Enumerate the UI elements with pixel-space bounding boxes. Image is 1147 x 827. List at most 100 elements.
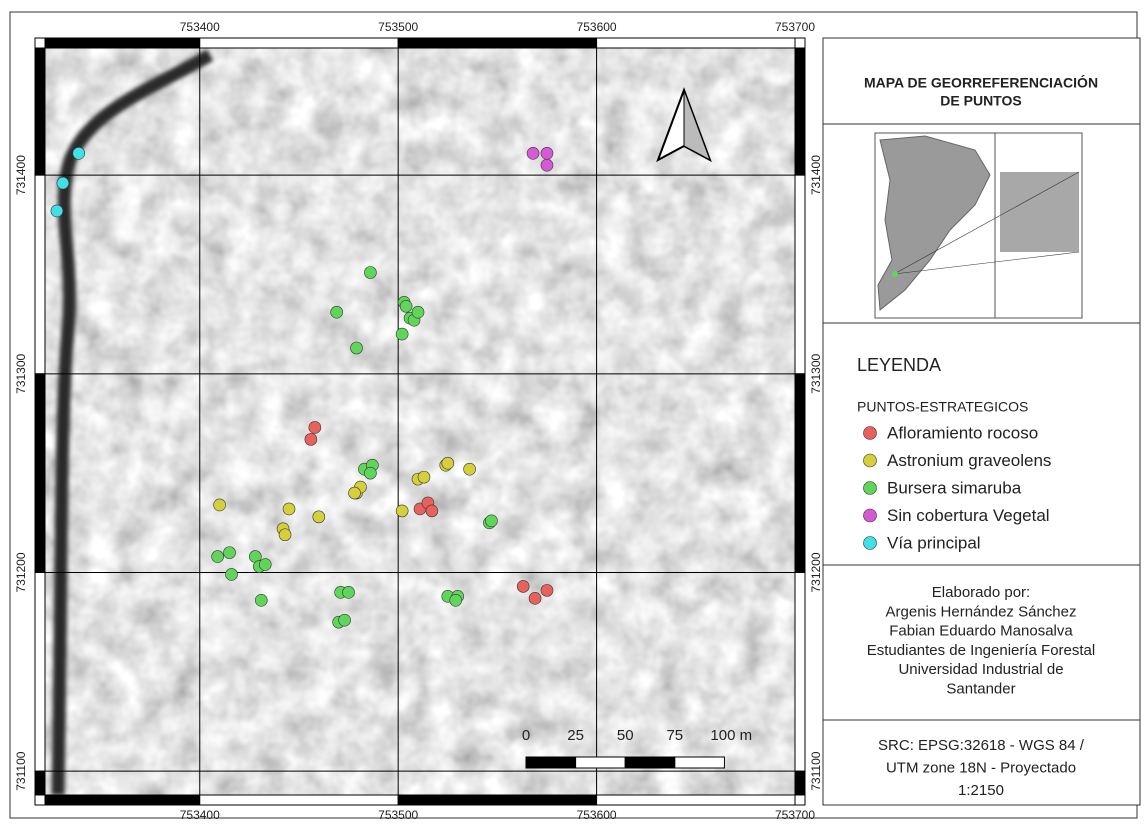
point (259, 559, 271, 571)
point (212, 551, 224, 563)
point (541, 159, 553, 171)
scale-segment (526, 757, 576, 768)
point (517, 580, 529, 592)
scale-label: 50 (617, 727, 634, 744)
point (343, 586, 355, 598)
frame-bar (35, 175, 45, 374)
point (305, 433, 317, 445)
point (396, 328, 408, 340)
point (255, 594, 267, 606)
point (339, 614, 351, 626)
x-tick-label: 753400 (180, 808, 220, 822)
point (279, 529, 291, 541)
side-panel: MAPA DE GEORREFERENCIACIÓN DE PUNTOS LEY… (823, 38, 1140, 805)
scale-segment (625, 757, 675, 768)
y-tick-label: 731400 (14, 155, 28, 195)
credit-line: Santander (946, 680, 1015, 697)
credit-line: Estudiantes de Ingeniería Forestal (867, 642, 1095, 659)
panel-title: MAPA DE GEORREFERENCIACIÓN (864, 74, 1098, 91)
legend-label: Astronium graveolens (887, 451, 1051, 470)
frame-bar (35, 374, 45, 573)
legend-label: Bursera simaruba (887, 478, 1022, 497)
legend-title: LEYENDA (857, 355, 941, 375)
credit-line: Argenis Hernández Sánchez (886, 603, 1077, 620)
inset-map (875, 133, 1082, 318)
crs-line: UTM zone 18N - Proyectado (886, 759, 1076, 776)
y-tick-label: 731300 (14, 353, 28, 393)
point (442, 457, 454, 469)
y-tick-label: 731100 (14, 751, 28, 790)
raster (45, 48, 795, 795)
frame-bar (45, 38, 200, 48)
legend-swatch (864, 509, 877, 522)
point (51, 205, 63, 217)
point (527, 147, 539, 159)
x-tick-label: 753600 (577, 20, 617, 34)
y-tick-label: 731300 (809, 353, 823, 393)
legend-swatch (864, 427, 877, 440)
frame-bar (35, 572, 45, 771)
layer-name: PUNTOS-ESTRATEGICOS (857, 399, 1028, 415)
crs-line: SRC: EPSG:32618 - WGS 84 / (878, 737, 1085, 754)
scale-segment (576, 757, 626, 768)
frame-bar (45, 795, 200, 805)
frame-bar (795, 572, 805, 771)
point (57, 177, 69, 189)
y-tick-label: 731200 (14, 552, 28, 592)
crs-line: 1:2150 (958, 782, 1004, 799)
point (529, 592, 541, 604)
point (418, 471, 430, 483)
point (450, 594, 462, 606)
map-layout: 753400 753400 753500 753500 753600 753600 7537… (0, 0, 1147, 827)
scale-label: 100 m (710, 727, 752, 744)
x-tick-label: 753500 (378, 808, 418, 822)
point (412, 306, 424, 318)
scale-label: 0 (522, 727, 530, 744)
legend-swatch (864, 454, 877, 467)
frame-bar (35, 771, 45, 795)
frame-bar (795, 374, 805, 573)
page: 753400 753400 753500 753500 753600 753600 7537… (0, 0, 1147, 827)
point (349, 487, 361, 499)
frame-bar (795, 48, 805, 175)
point (214, 499, 226, 511)
frame-bar (35, 48, 45, 175)
legend-label: Vía principal (887, 533, 981, 552)
legend-swatch (864, 537, 877, 550)
point (396, 505, 408, 517)
scale-label: 75 (666, 727, 683, 744)
point (464, 463, 476, 475)
frame-bar (795, 771, 805, 795)
frame-bar (200, 795, 398, 805)
y-tick-label: 731200 (809, 552, 823, 592)
legend-label: Afloramiento rocoso (887, 423, 1038, 442)
panel-title: DE PUNTOS (940, 93, 1021, 109)
point (224, 547, 236, 559)
point (400, 300, 412, 312)
inset-zoom (1000, 172, 1079, 252)
x-tick-label: 753400 (180, 20, 220, 34)
frame-bar (398, 38, 596, 48)
point (283, 503, 295, 515)
point (541, 147, 553, 159)
credit-line: Universidad Industrial de (898, 661, 1063, 678)
scale-segment (675, 757, 725, 768)
point (73, 147, 85, 159)
scale-label: 25 (567, 727, 584, 744)
credit-line: Fabian Eduardo Manosalva (889, 623, 1073, 640)
point (331, 306, 343, 318)
point (364, 266, 376, 278)
point (226, 568, 238, 580)
point (351, 342, 363, 354)
x-tick-label: 753700 (775, 808, 815, 822)
frame-bar (795, 175, 805, 374)
x-tick-label: 753500 (378, 20, 418, 34)
frame-bar (597, 38, 795, 48)
x-tick-label: 753600 (577, 808, 617, 822)
point (364, 467, 376, 479)
point (541, 584, 553, 596)
legend-swatch (864, 482, 877, 495)
y-tick-label: 731100 (809, 751, 823, 790)
inset-marker (892, 271, 898, 277)
frame-bar (398, 795, 596, 805)
